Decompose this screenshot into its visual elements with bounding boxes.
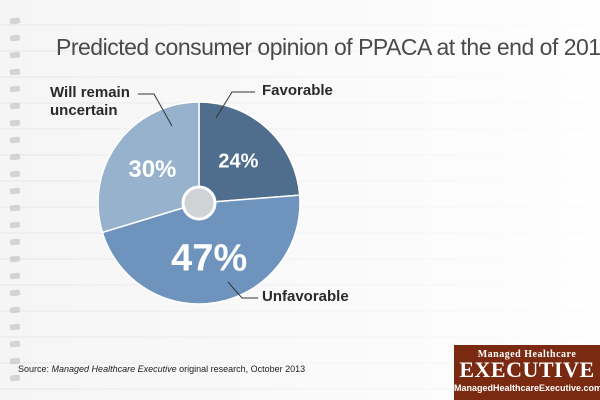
pie-center-hole <box>181 185 217 221</box>
leader-unfavorable <box>227 281 258 299</box>
slice-unfavorable <box>101 194 301 305</box>
label-uncertain-line2: uncertain <box>50 102 118 119</box>
source-prefix: Source: <box>18 364 52 374</box>
label-uncertain: Will remain uncertain <box>50 84 130 120</box>
slice-uncertain-value-label: 30% <box>128 156 176 183</box>
label-uncertain-line1: Will remain <box>50 84 130 101</box>
source-note: Source: Managed Healthcare Executive ori… <box>18 364 305 374</box>
source-publication: Managed Healthcare Executive <box>51 364 177 374</box>
publisher-logo: Managed Healthcare EXECUTIVE ManagedHeal… <box>454 345 600 400</box>
slice-favorable <box>198 101 301 204</box>
leader-uncertain <box>138 93 173 127</box>
slice-favorable-value-label: 24% <box>218 150 258 172</box>
logo-main-text: EXECUTIVE <box>459 357 595 382</box>
logo-top-text: Managed Healthcare <box>477 349 577 360</box>
leader-favorable <box>215 91 255 119</box>
slice-uncertain <box>97 101 200 234</box>
label-unfavorable: Unfavorable <box>262 288 349 305</box>
label-favorable: Favorable <box>262 82 333 99</box>
slice-unfavorable-value-label: 47% <box>171 237 247 279</box>
source-suffix: original research, October 2013 <box>176 364 306 374</box>
chart-title: Predicted consumer opinion of PPACA at t… <box>56 34 600 60</box>
logo-url-text: ManagedHealthcareExecutive.com <box>454 383 600 393</box>
